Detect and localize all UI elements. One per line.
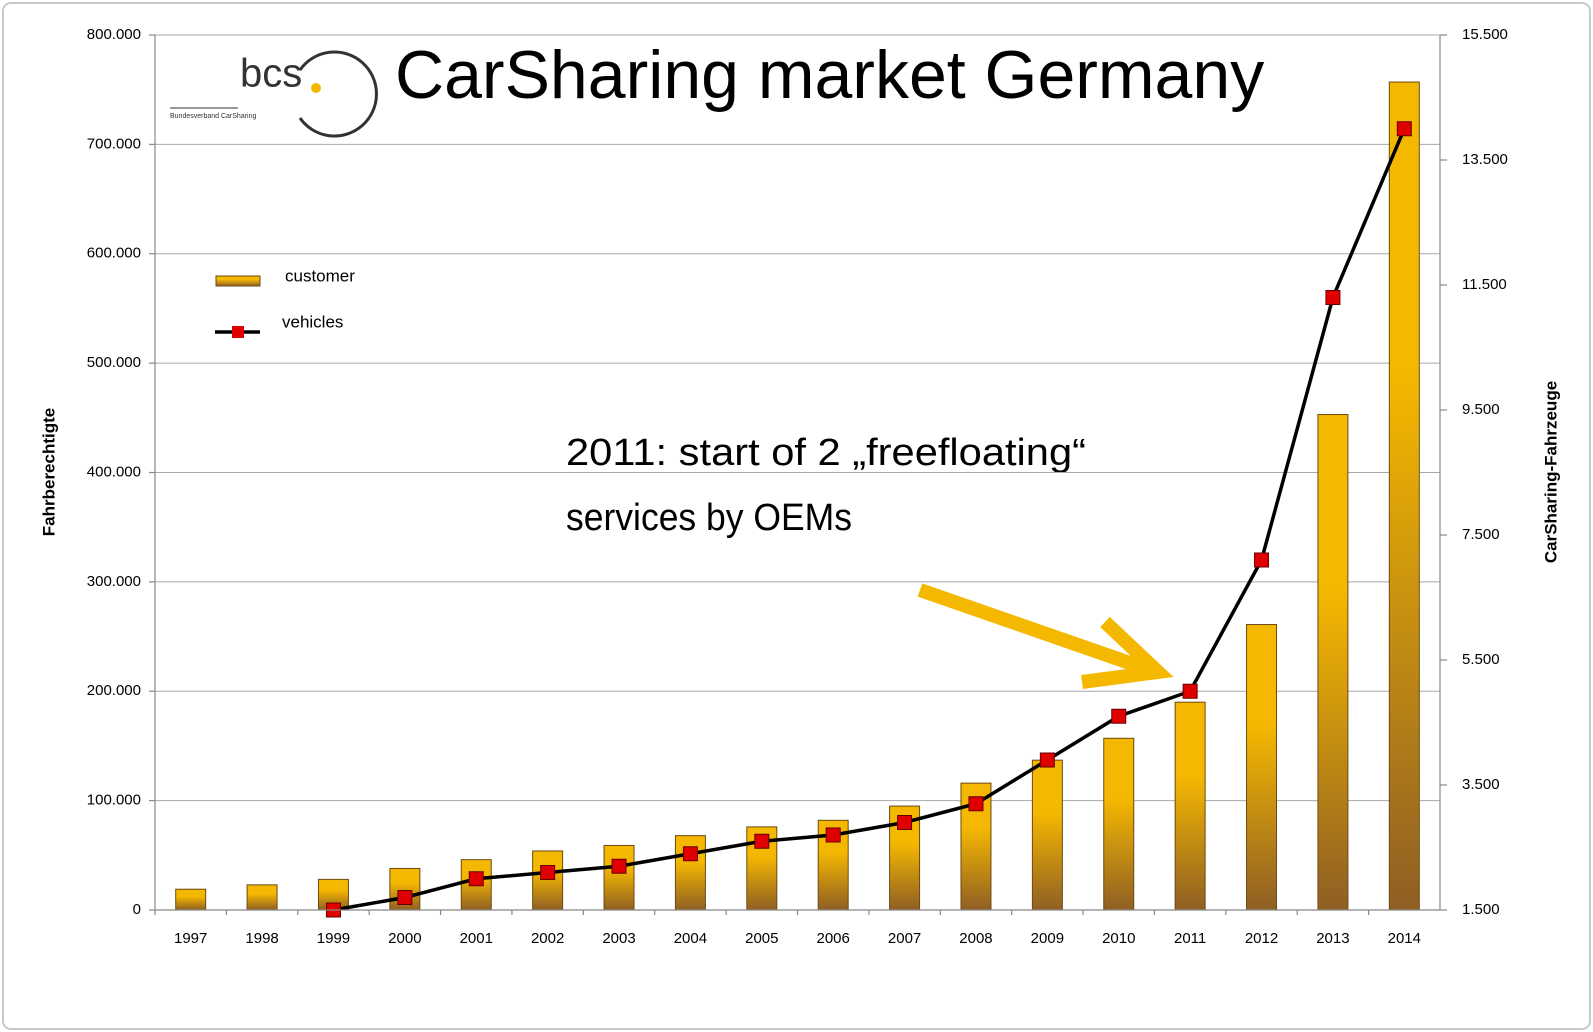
arrow-shaft [917, 583, 1153, 677]
x-tick-label: 2014 [1388, 930, 1421, 947]
marker [1111, 708, 1127, 724]
y-tick-label: 300.000 [87, 573, 141, 590]
marker [825, 827, 841, 843]
marker [682, 846, 698, 862]
x-tick-label: 2004 [674, 930, 707, 947]
logo-arc [298, 50, 378, 138]
marker [968, 796, 984, 812]
marker [397, 890, 413, 905]
marker [611, 858, 627, 874]
marker [1325, 290, 1341, 305]
bar [1174, 701, 1206, 911]
y2-axis-label: CarSharing-Fahrzeuge [1541, 381, 1560, 563]
y2-tick-label: 3.500 [1462, 776, 1500, 793]
x-tick-label: 2006 [817, 930, 850, 947]
y2-tick-label: 1.500 [1462, 901, 1500, 918]
legend-label: vehicles [282, 312, 343, 331]
x-tick-label: 2007 [888, 930, 921, 947]
bar [1388, 81, 1420, 911]
logo-subtitle: Bundesverband CarSharing [170, 113, 256, 120]
y2-tick-label: 9.500 [1462, 401, 1500, 418]
x-tick-label: 2000 [388, 930, 421, 947]
legend-swatch [215, 275, 261, 287]
y-tick-label: 100.000 [87, 792, 141, 809]
line [333, 128, 1406, 912]
y2-tick-label: 15.500 [1462, 26, 1508, 43]
logo-dot [311, 83, 321, 93]
x-tick-label: 2010 [1102, 930, 1135, 947]
x-tick-label: 2013 [1316, 930, 1349, 947]
bar [246, 884, 278, 911]
marker [540, 865, 556, 880]
annotation: 2011: start of 2 „freefloating“ [566, 432, 1086, 474]
marker [1039, 752, 1055, 768]
y-tick-label: 600.000 [87, 245, 141, 262]
y2-tick-label: 5.500 [1462, 651, 1500, 668]
bar [175, 888, 207, 911]
x-tick-label: 2011 [1174, 930, 1206, 947]
marker [1182, 683, 1198, 699]
y2-tick-label: 7.500 [1462, 526, 1500, 543]
marker [897, 815, 913, 830]
y2-tick-label: 11.500 [1462, 276, 1507, 293]
x-tick-label: 1998 [245, 930, 278, 947]
chart-title: CarSharing market Germany [395, 37, 1264, 113]
x-tick-label: 2002 [531, 930, 564, 947]
y-tick-label: 0 [133, 901, 141, 918]
y-tick-label: 800.000 [87, 26, 141, 43]
x-tick-label: 2005 [745, 930, 778, 947]
bar [603, 844, 635, 911]
logo-text: bcs [240, 52, 302, 96]
y-tick-label: 700.000 [87, 135, 141, 152]
bar [1317, 414, 1349, 911]
arrow-head [1081, 616, 1174, 689]
x-tick-label: 1997 [174, 930, 207, 947]
marker [1396, 121, 1412, 137]
bar [1246, 624, 1278, 911]
marker [754, 833, 770, 849]
marker [1254, 552, 1270, 568]
legend-label: customer [285, 266, 355, 285]
y2-tick-label: 13.500 [1462, 151, 1508, 168]
bar [1103, 737, 1135, 911]
x-tick-label: 2009 [1031, 930, 1064, 947]
x-tick-label: 2003 [602, 930, 635, 947]
y-axis-label: Fahrberechtigte [39, 408, 58, 536]
y-tick-label: 500.000 [87, 354, 141, 371]
x-tick-label: 2012 [1245, 930, 1278, 947]
y-tick-label: 200.000 [87, 682, 141, 699]
y-tick-label: 400.000 [87, 463, 141, 480]
x-tick-label: 1999 [317, 930, 350, 947]
legend-marker [232, 326, 244, 338]
bar [1031, 759, 1063, 911]
x-tick-label: 2008 [959, 930, 992, 947]
x-tick-label: 2001 [460, 930, 493, 947]
marker [468, 871, 484, 887]
annotation: services by OEMs [566, 497, 852, 539]
bar [532, 850, 564, 911]
